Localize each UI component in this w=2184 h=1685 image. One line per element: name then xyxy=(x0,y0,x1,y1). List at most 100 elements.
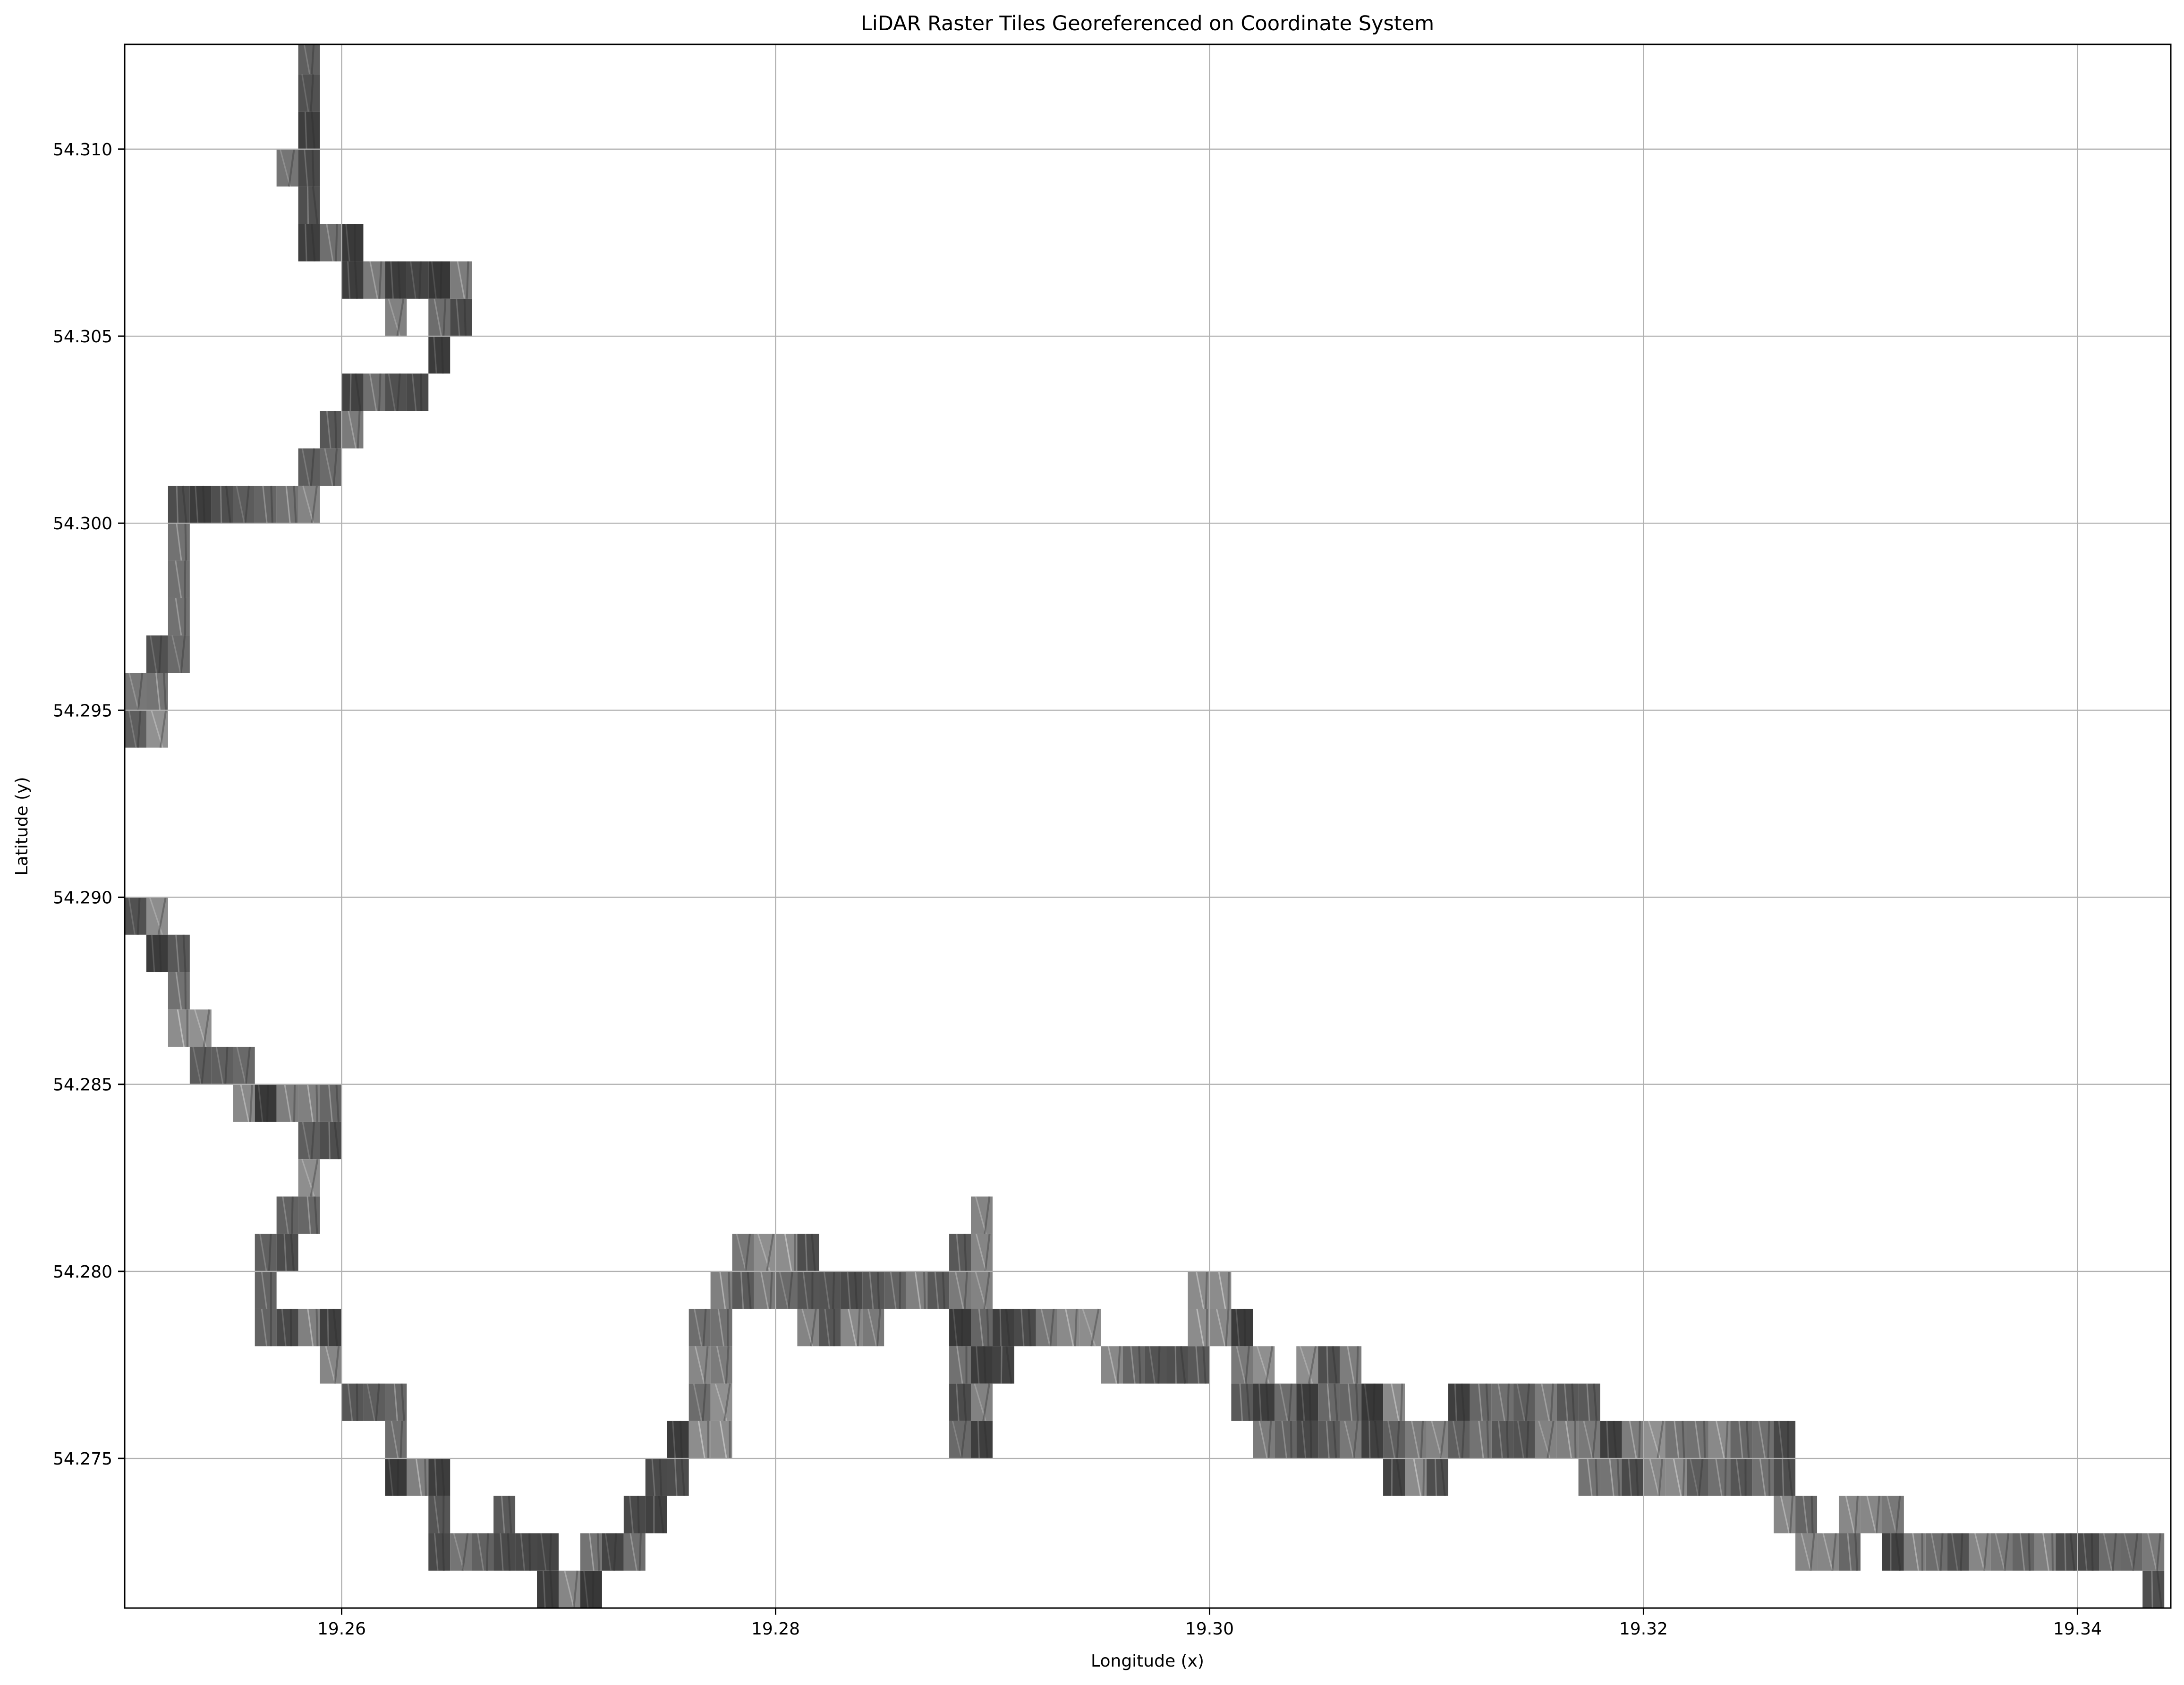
lidar-tile xyxy=(233,485,255,524)
lidar-tile xyxy=(1231,1346,1253,1384)
lidar-tile xyxy=(428,298,450,337)
lidar-tile xyxy=(1838,1533,1861,1571)
y-tick-label: 54.290 xyxy=(53,889,112,908)
lidar-tile xyxy=(255,1271,277,1309)
lidar-tile xyxy=(1404,1458,1427,1496)
lidar-tile xyxy=(1535,1421,1557,1459)
lidar-tile xyxy=(1752,1421,1774,1459)
lidar-tile xyxy=(1383,1383,1405,1422)
lidar-tile xyxy=(667,1421,689,1459)
lidar-tile xyxy=(493,1496,516,1533)
lidar-tile xyxy=(428,261,450,299)
lidar-tile xyxy=(732,1271,754,1309)
lidar-tile xyxy=(1513,1383,1535,1422)
lidar-tile xyxy=(537,1533,559,1571)
lidar-tile xyxy=(1470,1421,1492,1459)
lidar-tile xyxy=(1296,1383,1318,1421)
lidar-tile xyxy=(1122,1346,1145,1384)
lidar-tile xyxy=(125,672,146,711)
lidar-tile xyxy=(1665,1458,1687,1496)
lidar-tile xyxy=(1860,1495,1882,1533)
lidar-tile xyxy=(1079,1308,1101,1346)
lidar-tile xyxy=(298,485,320,524)
lidar-tile xyxy=(298,74,320,112)
lidar-tile xyxy=(1231,1383,1253,1421)
lidar-tile xyxy=(992,1308,1014,1346)
lidar-tile xyxy=(363,373,385,411)
lidar-tile xyxy=(146,934,168,973)
x-tick-label: 19.30 xyxy=(1185,1619,1234,1639)
lidar-tile xyxy=(1188,1346,1210,1384)
x-tick-label: 19.32 xyxy=(1619,1619,1668,1639)
lidar-tile xyxy=(1253,1346,1275,1384)
lidar-tile xyxy=(1925,1533,1947,1571)
lidar-tile xyxy=(949,1346,971,1384)
lidar-tile xyxy=(407,373,429,411)
lidar-tile xyxy=(1318,1346,1340,1384)
lidar-tile xyxy=(363,261,385,299)
lidar-tile xyxy=(341,1383,364,1421)
lidar-tile xyxy=(1470,1383,1492,1421)
lidar-tile xyxy=(1057,1308,1079,1346)
lidar-tile xyxy=(1188,1308,1210,1346)
lidar-tile xyxy=(1730,1458,1752,1496)
lidar-tile xyxy=(320,224,342,262)
lidar-tile xyxy=(537,1570,559,1608)
lidar-tile xyxy=(407,1458,429,1496)
lidar-tile xyxy=(971,1346,993,1384)
lidar-tile xyxy=(2012,1533,2034,1571)
lidar-tile xyxy=(688,1383,711,1422)
lidar-tile xyxy=(298,186,320,224)
lidar-tile xyxy=(1144,1346,1166,1384)
lidar-tile xyxy=(255,1084,277,1122)
lidar-tile xyxy=(450,298,472,337)
lidar-tile xyxy=(949,1271,971,1309)
lidar-tile xyxy=(1253,1383,1275,1421)
lidar-tile xyxy=(1795,1533,1818,1571)
lidar-tile xyxy=(1166,1346,1188,1384)
lidar-tile xyxy=(1361,1383,1384,1421)
lidar-tile xyxy=(276,1308,298,1346)
lidar-tile xyxy=(1622,1421,1644,1459)
lidar-tile xyxy=(1708,1458,1731,1496)
lidar-tile xyxy=(927,1271,950,1309)
y-tick-label: 54.280 xyxy=(53,1262,112,1282)
lidar-tile xyxy=(255,1308,277,1346)
lidar-tile xyxy=(125,897,146,935)
lidar-tile xyxy=(1643,1458,1666,1496)
lidar-tile xyxy=(298,1121,320,1160)
lidar-tile xyxy=(688,1421,711,1459)
lidar-tile xyxy=(146,672,168,711)
lidar-tile xyxy=(211,1047,233,1084)
lidar-tile xyxy=(276,485,298,524)
lidar-tile xyxy=(1253,1421,1275,1459)
grid-layer xyxy=(125,44,2171,1608)
lidar-tile xyxy=(2142,1570,2165,1608)
lidar-tile xyxy=(1578,1421,1600,1459)
lidar-tile xyxy=(710,1383,732,1422)
lidar-tile xyxy=(754,1271,776,1309)
lidar-tile xyxy=(1947,1533,1969,1571)
lidar-tile xyxy=(797,1234,819,1272)
lidar-tile xyxy=(906,1271,928,1309)
lidar-tile xyxy=(1448,1383,1470,1421)
lidar-tile xyxy=(1600,1458,1622,1496)
lidar-tile xyxy=(428,1496,450,1533)
lidar-tile xyxy=(819,1271,841,1309)
lidar-tile xyxy=(971,1271,993,1309)
x-tick-label: 19.28 xyxy=(751,1619,800,1639)
lidar-tile xyxy=(298,1159,320,1197)
lidar-tile xyxy=(168,523,190,561)
lidar-tile xyxy=(2142,1533,2165,1571)
y-tick-label: 54.295 xyxy=(53,701,112,720)
lidar-tile xyxy=(1318,1383,1340,1421)
lidar-tile xyxy=(1275,1383,1297,1422)
lidar-tile xyxy=(298,149,320,187)
lidar-tile xyxy=(1036,1308,1058,1346)
x-axis-label: Longitude (x) xyxy=(1091,1651,1204,1671)
y-axis-label: Latitude (y) xyxy=(12,777,32,875)
lidar-tile xyxy=(450,261,472,299)
lidar-tile xyxy=(971,1383,993,1422)
lidar-tile xyxy=(1426,1421,1448,1459)
lidar-tile xyxy=(1404,1421,1427,1459)
